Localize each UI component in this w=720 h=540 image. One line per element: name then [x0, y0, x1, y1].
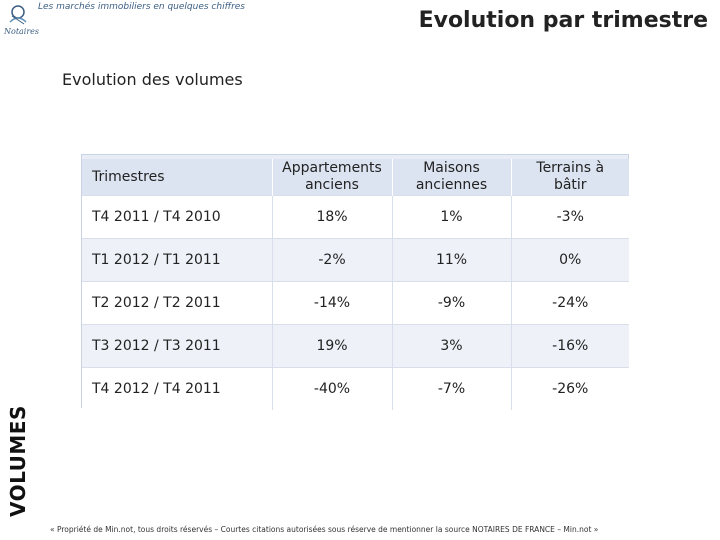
- table-cell: -26%: [510, 367, 629, 410]
- table-cell-period: T3 2012 / T3 2011: [82, 324, 272, 368]
- section-subtitle: Evolution des volumes: [62, 70, 243, 89]
- column-header-line: Maisons: [423, 160, 480, 176]
- table-cell-period: T4 2011 / T4 2010: [82, 195, 272, 239]
- table-cell: -9%: [391, 281, 511, 325]
- table-cell: -7%: [391, 367, 511, 410]
- logo-text: Notaires: [3, 27, 39, 36]
- page-title: Evolution par trimestre: [418, 8, 708, 33]
- column-header-line: anciens: [305, 177, 359, 193]
- column-header-terrains: Terrains à bâtir: [510, 159, 629, 196]
- table-cell-period: T2 2012 / T2 2011: [82, 281, 272, 325]
- column-header-line: Terrains à: [536, 160, 605, 176]
- table-cell: -2%: [271, 238, 392, 282]
- table-row: T3 2012 / T3 2011 19% 3% -16%: [82, 324, 629, 368]
- table-cell: -3%: [510, 195, 629, 239]
- table-cell: -24%: [510, 281, 629, 325]
- table-cell: 19%: [271, 324, 392, 368]
- column-header-line: anciennes: [415, 177, 488, 193]
- table-cell: 18%: [271, 195, 392, 239]
- table-cell: 11%: [391, 238, 511, 282]
- table-cell-period: T4 2012 / T4 2011: [82, 367, 272, 410]
- table-cell: 1%: [391, 195, 511, 239]
- column-header-line: Trimestres: [92, 168, 165, 185]
- table-cell: -16%: [510, 324, 629, 368]
- column-header-maisons: Maisons anciennes: [391, 159, 511, 196]
- volumes-table: Trimestres Appartements anciens Maisons an…: [82, 159, 629, 410]
- column-header-line: bâtir: [553, 177, 587, 193]
- table-cell: 0%: [510, 238, 629, 282]
- table-cell: -40%: [271, 367, 392, 410]
- table-row: T2 2012 / T2 2011 -14% -9% -24%: [82, 281, 629, 325]
- table-cell: 3%: [391, 324, 511, 368]
- column-header-trimestres: Trimestres: [82, 159, 272, 196]
- notaires-logo: Notaires: [2, 2, 44, 42]
- table-header-row: Trimestres Appartements anciens Maisons an…: [82, 159, 629, 196]
- tagline: Les marchés immobiliers en quelques chif…: [38, 2, 245, 12]
- side-label-volumes: VOLUMES: [6, 405, 30, 517]
- table-row: T4 2012 / T4 2011 -40% -7% -26%: [82, 367, 629, 410]
- table-row: T4 2011 / T4 2010 18% 1% -3%: [82, 195, 629, 239]
- column-header-line: Appartements: [282, 160, 382, 176]
- copyright-footer: « Propriété de Min.not, tous droits rése…: [50, 525, 599, 534]
- table-cell-period: T1 2012 / T1 2011: [82, 238, 272, 282]
- table-row: T1 2012 / T1 2011 -2% 11% 0%: [82, 238, 629, 282]
- volumes-table-container: Trimestres Appartements anciens Maisons an…: [81, 154, 629, 410]
- column-header-appartements: Appartements anciens: [271, 159, 392, 196]
- table-cell: -14%: [271, 281, 392, 325]
